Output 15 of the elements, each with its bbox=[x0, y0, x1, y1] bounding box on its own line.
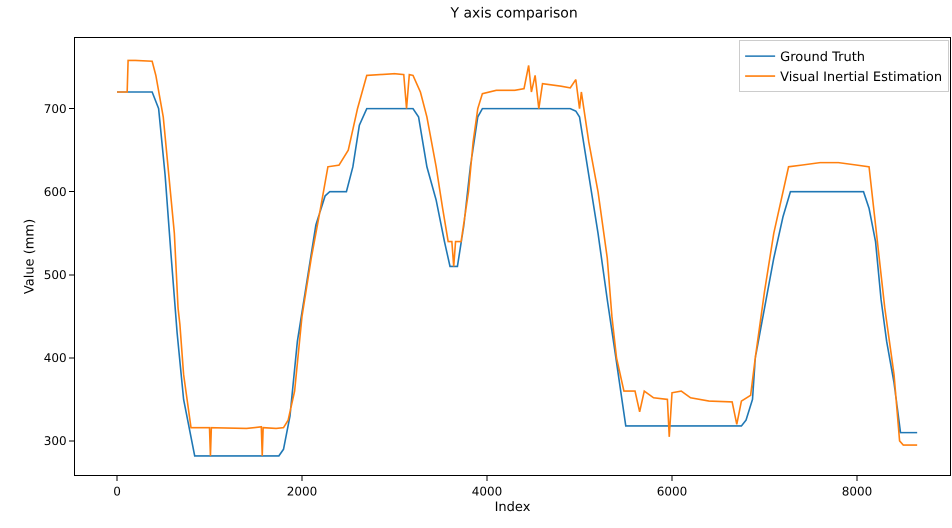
x-axis-title: Index bbox=[494, 500, 531, 515]
y-tick-label: 300 bbox=[44, 434, 67, 448]
legend-label: Ground Truth bbox=[780, 50, 866, 66]
x-tick-label: 6000 bbox=[656, 484, 688, 498]
y-tick-label: 500 bbox=[44, 268, 67, 282]
x-tick-label: 8000 bbox=[842, 484, 872, 498]
y-tick-label: 400 bbox=[44, 351, 67, 366]
x-tick-label: 4000 bbox=[472, 484, 502, 498]
x-tick-label: 0 bbox=[113, 484, 121, 498]
x-tick-label: 2000 bbox=[286, 484, 318, 498]
legend-label: Visual Inertial Estimation bbox=[780, 70, 942, 86]
chart-title: Y axis comparison bbox=[449, 6, 578, 22]
y-axis-title: Value (mm) bbox=[22, 218, 38, 294]
y-tick-label: 600 bbox=[44, 184, 67, 199]
y-tick-label: 700 bbox=[44, 102, 67, 116]
